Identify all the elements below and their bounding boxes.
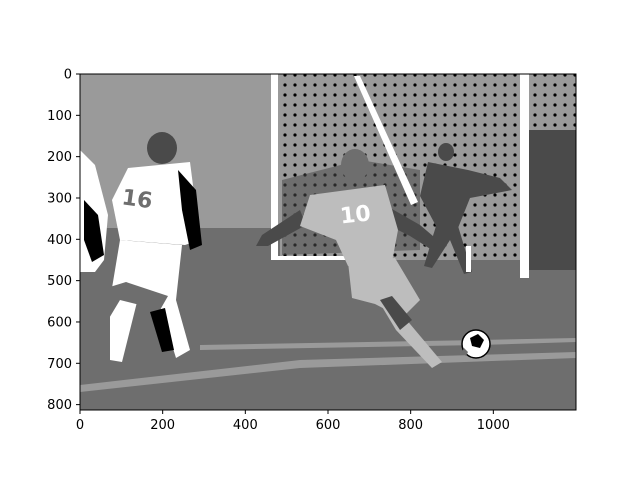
player-dark-legs xyxy=(424,226,472,274)
goal-post-left xyxy=(271,74,278,260)
player-10: 10 xyxy=(256,149,442,368)
player-10-arm-left xyxy=(256,210,306,246)
y-tick-label: 800 xyxy=(47,398,72,413)
player-10-sock xyxy=(380,296,412,330)
y-tick-label: 300 xyxy=(47,191,72,206)
left-edge-player-shadow xyxy=(84,200,104,262)
jersey-number-16: 16 xyxy=(120,185,154,214)
player-10-shirt xyxy=(300,185,398,266)
soccer-ball xyxy=(461,329,491,359)
pitch-streak xyxy=(80,352,576,392)
x-tick-label: 600 xyxy=(316,418,341,433)
y-tick-label: 0 xyxy=(64,68,72,83)
player-dark-head xyxy=(438,143,454,161)
y-tick-label: 100 xyxy=(47,109,72,124)
goal-crossbar-base xyxy=(278,256,374,260)
goal-post-diagonal xyxy=(354,76,418,205)
player-10-arm-right xyxy=(382,205,440,250)
player-10-head xyxy=(341,149,369,181)
player-dark-sock xyxy=(466,246,471,272)
y-tick-label: 500 xyxy=(47,274,72,289)
jersey-number-10: 10 xyxy=(339,201,372,229)
x-axis: 0 200 400 600 800 1000 xyxy=(76,410,510,433)
y-tick-label: 700 xyxy=(47,357,72,372)
photo-image: 16 10 xyxy=(80,74,576,410)
player-16-leg-shadow xyxy=(98,282,168,320)
player-16-shirt xyxy=(112,162,200,245)
goal-net-dark xyxy=(520,130,576,270)
y-tick-label: 400 xyxy=(47,233,72,248)
player-10-shorts xyxy=(348,258,420,318)
player-dark xyxy=(420,143,512,274)
x-tick-label: 400 xyxy=(233,418,258,433)
x-tick-label: 800 xyxy=(398,418,423,433)
goal-post-right xyxy=(520,74,529,278)
player-dark-body xyxy=(420,162,512,228)
y-tick-label: 600 xyxy=(47,315,72,330)
player-16-head xyxy=(147,132,177,164)
y-axis: 0 100 200 300 400 500 600 700 800 xyxy=(47,68,80,413)
player-16-arm-shadow xyxy=(178,170,202,250)
x-tick-label: 200 xyxy=(150,418,175,433)
x-tick-label: 1000 xyxy=(477,418,510,433)
x-tick-label: 0 xyxy=(76,418,84,433)
y-tick-label: 200 xyxy=(47,150,72,165)
player-16-sock-dark xyxy=(150,308,174,352)
player-16: 16 xyxy=(98,132,202,362)
